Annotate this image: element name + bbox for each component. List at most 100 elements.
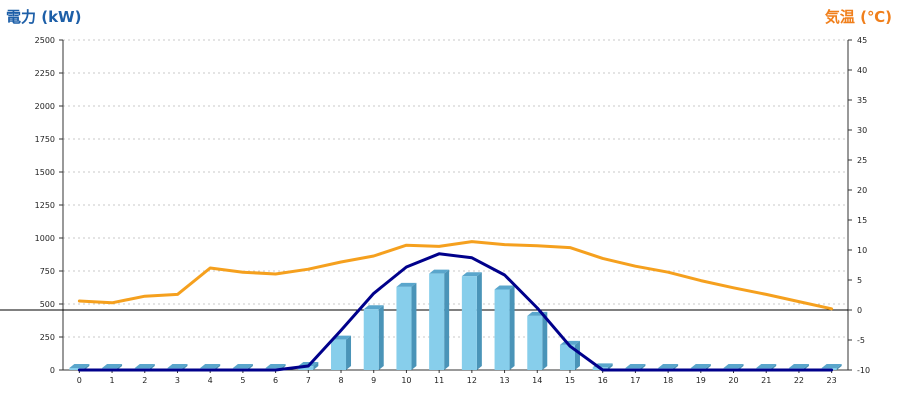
bar-front: [461, 276, 477, 370]
right-tick-label: 40: [857, 66, 867, 75]
bar-top: [363, 305, 384, 310]
bar-side: [574, 340, 580, 370]
bar-13: [494, 285, 515, 370]
right-tick-label: 0: [857, 306, 862, 315]
bar-front: [363, 309, 379, 370]
right-tick-label: 45: [857, 36, 867, 45]
bar-side: [444, 269, 450, 370]
line-point-2-12: [471, 241, 473, 243]
line-point-1-0: [78, 369, 80, 371]
line-point-1-6: [275, 369, 277, 371]
x-tick-label: 9: [371, 376, 376, 385]
line-point-2-6: [275, 273, 277, 275]
bar-side: [346, 335, 352, 370]
line-point-1-7: [307, 365, 309, 367]
bar-side: [476, 272, 482, 370]
grid: [63, 39, 848, 338]
line-point-2-7: [307, 268, 309, 270]
bar-front: [298, 366, 314, 370]
bar-series: [69, 269, 842, 370]
line-point-1-11: [438, 253, 440, 255]
line-point-2-8: [340, 261, 342, 263]
x-tick-label: 8: [338, 376, 343, 385]
x-tick-label: 21: [761, 376, 771, 385]
line-point-2-5: [242, 271, 244, 273]
bar-front: [429, 273, 445, 370]
line-point-2-18: [667, 271, 669, 273]
line-point-1-19: [700, 369, 702, 371]
line-point-1-16: [602, 369, 604, 371]
bar-top: [429, 269, 450, 274]
bar-front: [559, 344, 575, 370]
bar-14: [527, 311, 548, 370]
line-point-2-20: [733, 287, 735, 289]
x-tick-label: 6: [273, 376, 278, 385]
bar-top: [200, 364, 221, 368]
bar-top: [167, 364, 188, 368]
bar-top: [723, 364, 744, 368]
bar-top: [134, 364, 155, 368]
left-tick-label: 500: [40, 300, 55, 309]
line-point-2-9: [373, 255, 375, 257]
bar-front: [494, 289, 510, 370]
bar-top: [821, 364, 842, 368]
bar-side: [607, 363, 613, 370]
x-tick-label: 0: [77, 376, 82, 385]
bar-side: [313, 362, 319, 370]
bar-top: [265, 364, 286, 368]
bar-side: [836, 364, 842, 370]
bar-top: [232, 364, 253, 368]
left-tick-label: 250: [40, 333, 55, 342]
bar-side: [542, 311, 548, 370]
x-tick-label: 7: [306, 376, 311, 385]
bar-12: [461, 272, 482, 370]
right-tick-label: 30: [857, 126, 867, 135]
right-tick-label: 10: [857, 246, 867, 255]
line-point-2-1: [111, 302, 113, 304]
x-tick-label: 15: [565, 376, 575, 385]
line-series-1: [77, 252, 834, 372]
line-point-1-1: [111, 369, 113, 371]
line-point-2-16: [602, 257, 604, 259]
right-tick-label: 35: [857, 96, 867, 105]
x-tick-label: 11: [434, 376, 444, 385]
left-tick-label: 2250: [35, 69, 55, 78]
right-tick-label: -5: [857, 336, 865, 345]
x-tick-label: 23: [827, 376, 837, 385]
line-point-2-2: [144, 295, 146, 297]
bar-10: [396, 282, 417, 370]
line-point-2-14: [536, 245, 538, 247]
left-tick-label: 1500: [35, 168, 55, 177]
line-point-1-10: [405, 266, 407, 268]
left-axis-title: 電力 (kW): [6, 8, 82, 26]
bar-8: [331, 335, 352, 370]
left-tick-label: 2500: [35, 36, 55, 45]
bar-top: [69, 364, 90, 368]
line-point-1-5: [242, 369, 244, 371]
x-tick-label: 17: [630, 376, 640, 385]
x-tick-label: 22: [794, 376, 804, 385]
left-tick-label: 0: [50, 366, 55, 375]
x-tick-label: 3: [175, 376, 180, 385]
line-point-1-18: [667, 369, 669, 371]
line-point-1-14: [536, 307, 538, 309]
bar-11: [429, 269, 450, 370]
bar-15: [559, 340, 580, 370]
line-point-1-9: [373, 292, 375, 294]
x-tick-label: 4: [208, 376, 213, 385]
tick-labels: 02505007501000125015001750200022502500-1…: [35, 36, 870, 385]
line-point-2-10: [405, 244, 407, 246]
x-tick-label: 2: [142, 376, 147, 385]
right-tick-label: 20: [857, 186, 867, 195]
bar-9: [363, 305, 384, 370]
line-point-2-22: [798, 301, 800, 303]
left-tick-label: 1750: [35, 135, 55, 144]
bar-side: [509, 285, 515, 370]
line-point-1-2: [144, 369, 146, 371]
line-series-2: [77, 240, 834, 311]
line-point-1-13: [504, 274, 506, 276]
line-point-1-3: [176, 369, 178, 371]
right-tick-label: 25: [857, 156, 867, 165]
left-tick-label: 750: [40, 267, 55, 276]
